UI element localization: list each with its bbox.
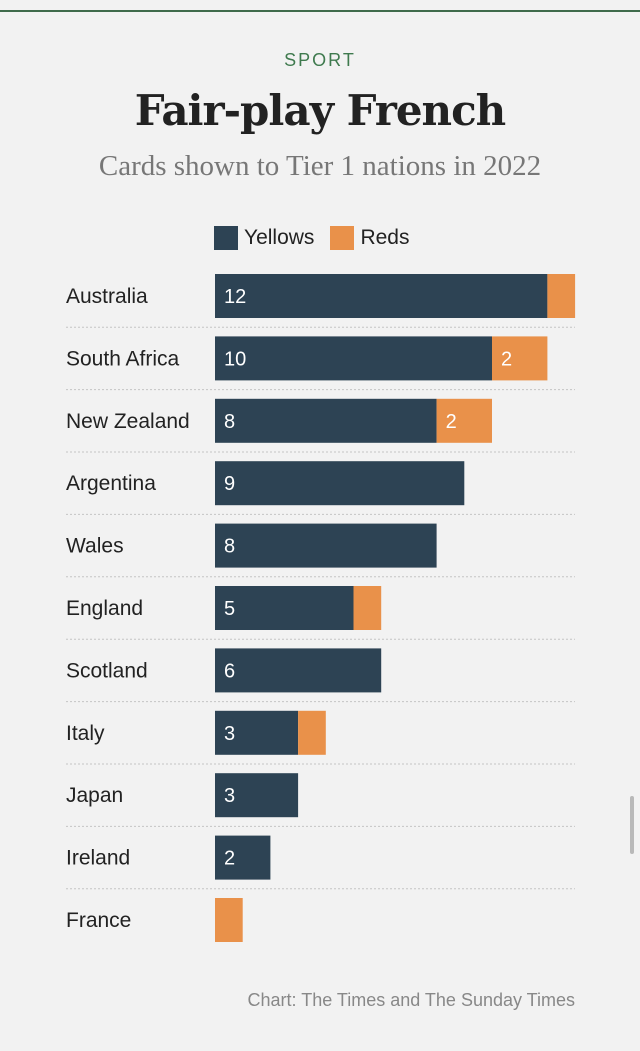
category-label: Australia (66, 285, 148, 308)
bar-yellows (215, 461, 465, 506)
top-rule (0, 10, 640, 12)
data-label: 5 (224, 598, 235, 620)
bar-reds (436, 398, 492, 443)
legend-label-yellows: Yellows (244, 226, 315, 249)
source-credit: Chart: The Times and The Sunday Times (247, 990, 576, 1010)
data-label: 12 (224, 286, 246, 308)
bar-chart: Australia 12 South Africa 10 2 New Zealand 8 2 A… (66, 274, 576, 942)
bar-yellows (215, 648, 382, 693)
legend-label-reds: Reds (360, 226, 410, 249)
legend-item-reds: Reds (330, 226, 409, 250)
category-label: Wales (66, 535, 124, 558)
data-label: 6 (224, 660, 235, 682)
bar-reds (353, 586, 382, 630)
bar-yellows (215, 336, 492, 381)
data-label: 2 (501, 348, 512, 370)
category-label: Ireland (66, 847, 130, 870)
chart-title: Fair-play French (134, 86, 506, 135)
data-label: 8 (224, 536, 235, 558)
bar-yellows (215, 523, 437, 568)
bar-reds (547, 274, 576, 318)
chart-subtitle: Cards shown to Tier 1 nations in 2022 (98, 150, 542, 182)
legend-item-yellows: Yellows (214, 226, 314, 250)
bar-yellows (215, 586, 354, 630)
bar-reds (298, 710, 326, 755)
data-label: 8 (224, 411, 235, 433)
data-label: 3 (224, 785, 235, 807)
category-label: South Africa (66, 347, 180, 370)
bar-reds (215, 898, 243, 942)
category-label: New Zealand (66, 410, 190, 433)
bar-yellows (215, 398, 437, 443)
bar-yellows (215, 773, 299, 818)
data-label: 3 (224, 723, 235, 745)
category-label: Japan (66, 784, 123, 807)
section-kicker: SPORT (284, 50, 356, 70)
category-label: Italy (66, 722, 105, 745)
legend-swatch-reds (330, 226, 355, 250)
bar-reds (492, 336, 548, 381)
scrollbar[interactable] (630, 796, 634, 854)
data-label: 2 (446, 411, 457, 433)
data-label: 2 (224, 848, 235, 870)
bar-yellows (215, 710, 299, 755)
category-label: England (66, 597, 143, 620)
bar-yellows (215, 835, 271, 880)
data-label: 10 (224, 348, 246, 370)
category-label: Scotland (66, 659, 148, 682)
category-label: France (66, 909, 131, 932)
bar-yellows (215, 274, 548, 318)
category-label: Argentina (66, 472, 156, 495)
data-label: 9 (224, 473, 235, 495)
legend: Yellows Reds (214, 224, 425, 252)
legend-swatch-yellows (214, 226, 238, 250)
